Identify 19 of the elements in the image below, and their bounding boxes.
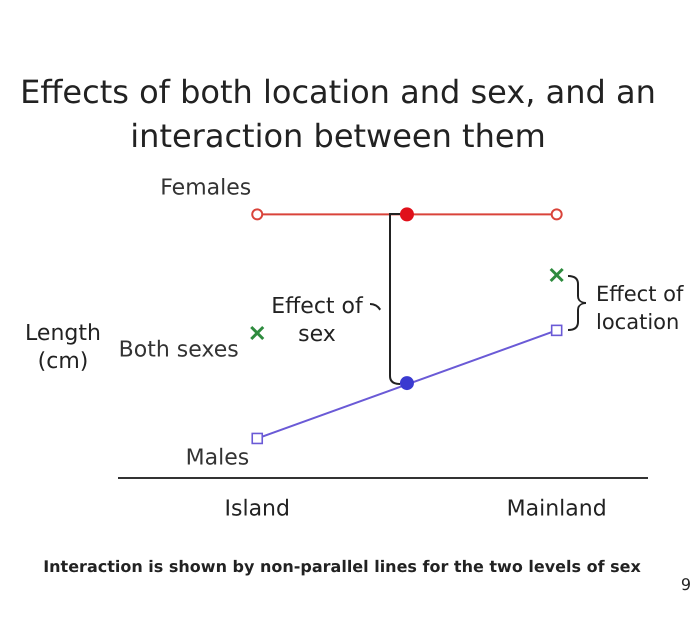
point bbox=[250, 326, 265, 340]
point bbox=[400, 376, 414, 390]
point bbox=[251, 208, 264, 220]
text: 9 bbox=[680, 574, 692, 596]
text: Interaction is shown by non-parallel lines for the two levels of sex bbox=[42, 556, 642, 578]
point bbox=[550, 324, 562, 336]
annotation: Effect of location bbox=[596, 281, 685, 336]
x-tick-label: Island bbox=[224, 496, 290, 522]
point bbox=[251, 432, 264, 444]
y-axis-title: Length (cm) bbox=[24, 320, 102, 376]
series-label: Both sexes bbox=[118, 337, 239, 362]
chart-title: Effects of both location and sex, and an interaction between them bbox=[19, 72, 657, 157]
point bbox=[550, 208, 563, 220]
series-label: Males bbox=[186, 445, 250, 470]
annotation: Effect of sex bbox=[270, 293, 364, 349]
x-tick-label: Mainland bbox=[506, 496, 607, 522]
series-label: Females bbox=[160, 175, 252, 200]
point bbox=[400, 207, 414, 222]
point bbox=[549, 268, 564, 282]
